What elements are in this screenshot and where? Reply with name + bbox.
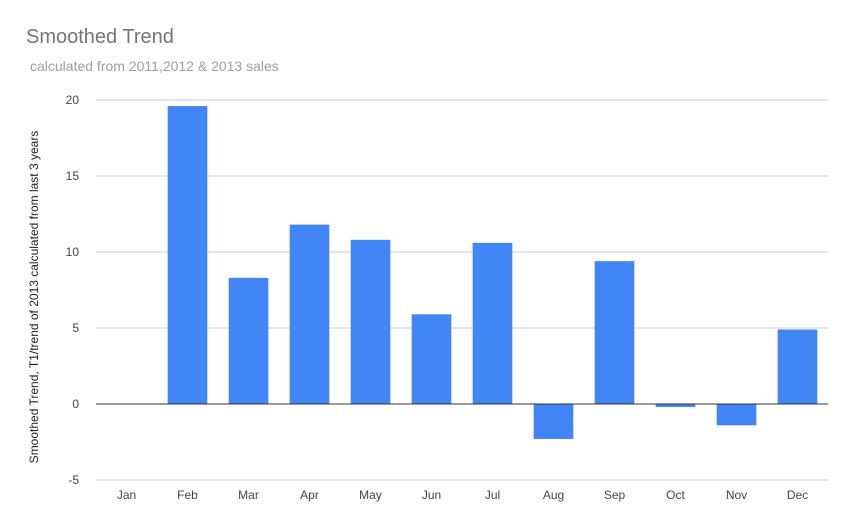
y-axis-title: Smoothed Trend, T1/trend of 2013 calcula… [27,131,41,464]
x-tick-label: Aug [543,488,564,502]
bar-apr [289,224,330,404]
bar-dec [777,329,818,404]
x-tick-label: May [359,488,382,502]
bar-may [350,239,391,404]
x-tick-label: Apr [300,488,319,502]
chart-title: Smoothed Trend [26,26,174,48]
chart-subtitle: calculated from 2011,2012 & 2013 sales [30,58,279,74]
bar-nov [716,404,757,426]
bar-oct [655,404,696,408]
x-tick-label: Feb [177,488,198,502]
bar-aug [533,404,574,439]
x-tick-label: Sep [604,488,626,502]
x-tick-labels: Jan Feb Mar Apr May Jun Jul Aug Sep Oct Nov Dec [117,488,808,502]
x-tick-label: Jul [485,488,500,502]
y-tick-label: 20 [66,93,80,107]
bar-sep [594,261,635,404]
gridlines [96,99,828,481]
x-tick-label: Oct [666,488,685,502]
y-tick-label: 15 [66,169,80,183]
bar-jun [411,314,452,404]
y-tick-labels: -5 0 5 10 15 20 [66,93,80,487]
y-tick-label: -5 [68,473,79,487]
bar-mar [228,277,269,404]
x-tick-label: Nov [726,488,747,502]
bar-feb [167,106,208,404]
y-tick-label: 5 [72,321,79,335]
x-tick-label: Jun [422,488,441,502]
bar-jul [472,242,513,404]
x-tick-label: Jan [117,488,136,502]
y-tick-label: 0 [72,397,79,411]
x-tick-label: Mar [238,488,259,502]
y-tick-label: 10 [66,245,80,259]
x-tick-label: Dec [787,488,808,502]
bars [167,106,818,439]
